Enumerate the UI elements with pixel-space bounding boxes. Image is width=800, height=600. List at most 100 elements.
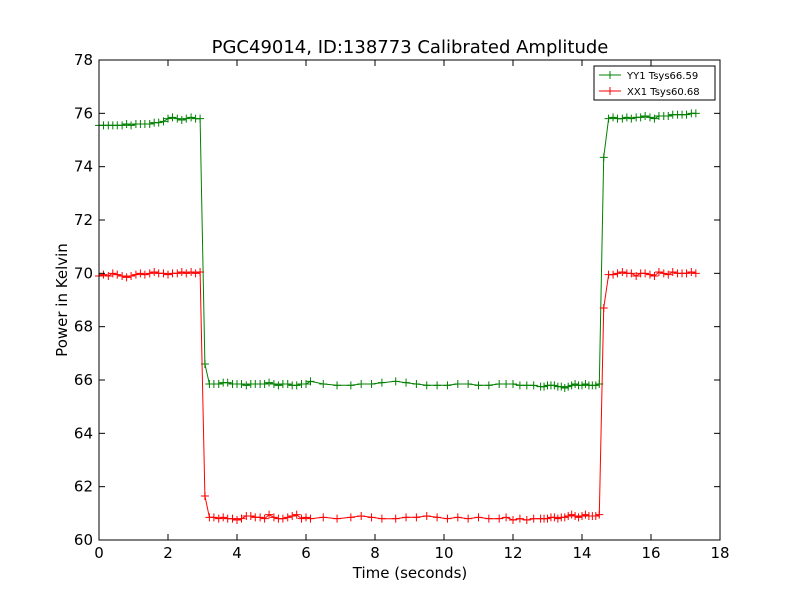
- data-point: [618, 114, 627, 123]
- data-point: [391, 514, 400, 523]
- data-point: [283, 380, 292, 388]
- data-point: [187, 268, 196, 276]
- data-point: [609, 113, 618, 122]
- data-point: [306, 514, 315, 523]
- legend-marker: [606, 87, 614, 95]
- x-tick-label: 12: [503, 544, 522, 562]
- data-point: [595, 510, 604, 519]
- data-point: [564, 512, 573, 520]
- data-point: [164, 114, 172, 123]
- data-point: [302, 380, 310, 388]
- data-point: [159, 117, 168, 126]
- data-point: [632, 272, 641, 280]
- data-point: [302, 513, 310, 522]
- series-layer: [95, 109, 700, 524]
- y-tick-label: 76: [74, 104, 93, 122]
- data-point: [367, 380, 376, 388]
- data-point: [288, 512, 297, 520]
- data-point: [256, 513, 265, 522]
- data-point: [319, 513, 328, 522]
- data-point: [641, 269, 650, 278]
- data-point: [453, 380, 462, 388]
- data-point: [522, 381, 531, 390]
- data-point: [297, 514, 306, 523]
- data-point: [522, 516, 531, 524]
- data-point: [691, 269, 700, 278]
- data-point: [357, 512, 366, 520]
- data-point: [571, 380, 580, 388]
- data-point: [168, 113, 177, 122]
- data-point: [377, 378, 386, 387]
- data-point: [502, 380, 511, 388]
- data-point: [495, 380, 504, 388]
- data-point: [509, 516, 517, 524]
- data-point: [127, 272, 136, 280]
- legend-items: YY1 Tsys66.59 XX1 Tsys60.68: [599, 71, 700, 98]
- chart-title: PGC49014, ID:138773 Calibrated Amplitude: [212, 37, 609, 58]
- data-point: [567, 510, 576, 519]
- data-point: [412, 380, 421, 388]
- data-point: [145, 269, 154, 278]
- x-tick-label: 16: [641, 544, 660, 562]
- data-point: [260, 514, 269, 523]
- y-tick-label: 60: [74, 531, 93, 549]
- data-point: [591, 512, 600, 520]
- legend-box: [593, 65, 716, 101]
- data-point: [529, 381, 538, 390]
- x-tick-label: 8: [370, 544, 380, 562]
- legend: YY1 Tsys66.59 XX1 Tsys60.68: [593, 65, 716, 101]
- legend-label: XX1 Tsys60.68: [627, 87, 700, 98]
- data-point: [391, 377, 400, 386]
- legend-label: YY1 Tsys66.59: [626, 71, 698, 82]
- data-point: [173, 269, 182, 278]
- data-point: [553, 514, 562, 523]
- x-tick-label: 0: [94, 544, 104, 562]
- data-point: [529, 514, 538, 523]
- data-point: [265, 378, 274, 387]
- data-point: [581, 380, 590, 388]
- data-point: [118, 272, 127, 280]
- y-tick-label: 78: [74, 51, 93, 69]
- data-point: [645, 270, 654, 279]
- data-point: [278, 514, 287, 523]
- x-tick-label: 10: [434, 544, 453, 562]
- data-point: [177, 268, 186, 276]
- series-1: [95, 109, 700, 392]
- data-point: [269, 513, 278, 522]
- data-point: [464, 380, 473, 388]
- data-point: [122, 273, 131, 282]
- data-point: [474, 381, 483, 390]
- data-point: [292, 381, 301, 390]
- data-point: [150, 268, 159, 276]
- axes-frame: [98, 59, 721, 541]
- y-tick-label: 64: [74, 424, 93, 442]
- data-point: [422, 512, 431, 520]
- data-point: [242, 381, 251, 390]
- data-point: [515, 514, 524, 523]
- data-point: [127, 121, 136, 130]
- data-point: [214, 380, 223, 388]
- data-point: [627, 269, 636, 278]
- x-tick-label: 6: [301, 544, 311, 562]
- data-point: [650, 114, 659, 123]
- data-point: [622, 113, 631, 122]
- data-point: [154, 118, 163, 127]
- data-point: [402, 378, 411, 387]
- data-point: [574, 513, 583, 522]
- data-point: [591, 381, 600, 390]
- data-point: [599, 153, 608, 162]
- data-point: [682, 110, 691, 119]
- data-point: [550, 381, 559, 390]
- data-point: [223, 378, 232, 387]
- data-point: [140, 270, 149, 279]
- data-point: [627, 114, 636, 123]
- data-point: [650, 272, 659, 280]
- data-point: [402, 513, 411, 522]
- data-point: [104, 272, 113, 280]
- data-point: [187, 113, 196, 122]
- data-point: [422, 381, 431, 390]
- data-point: [118, 121, 127, 130]
- x-tick-label: 14: [572, 544, 591, 562]
